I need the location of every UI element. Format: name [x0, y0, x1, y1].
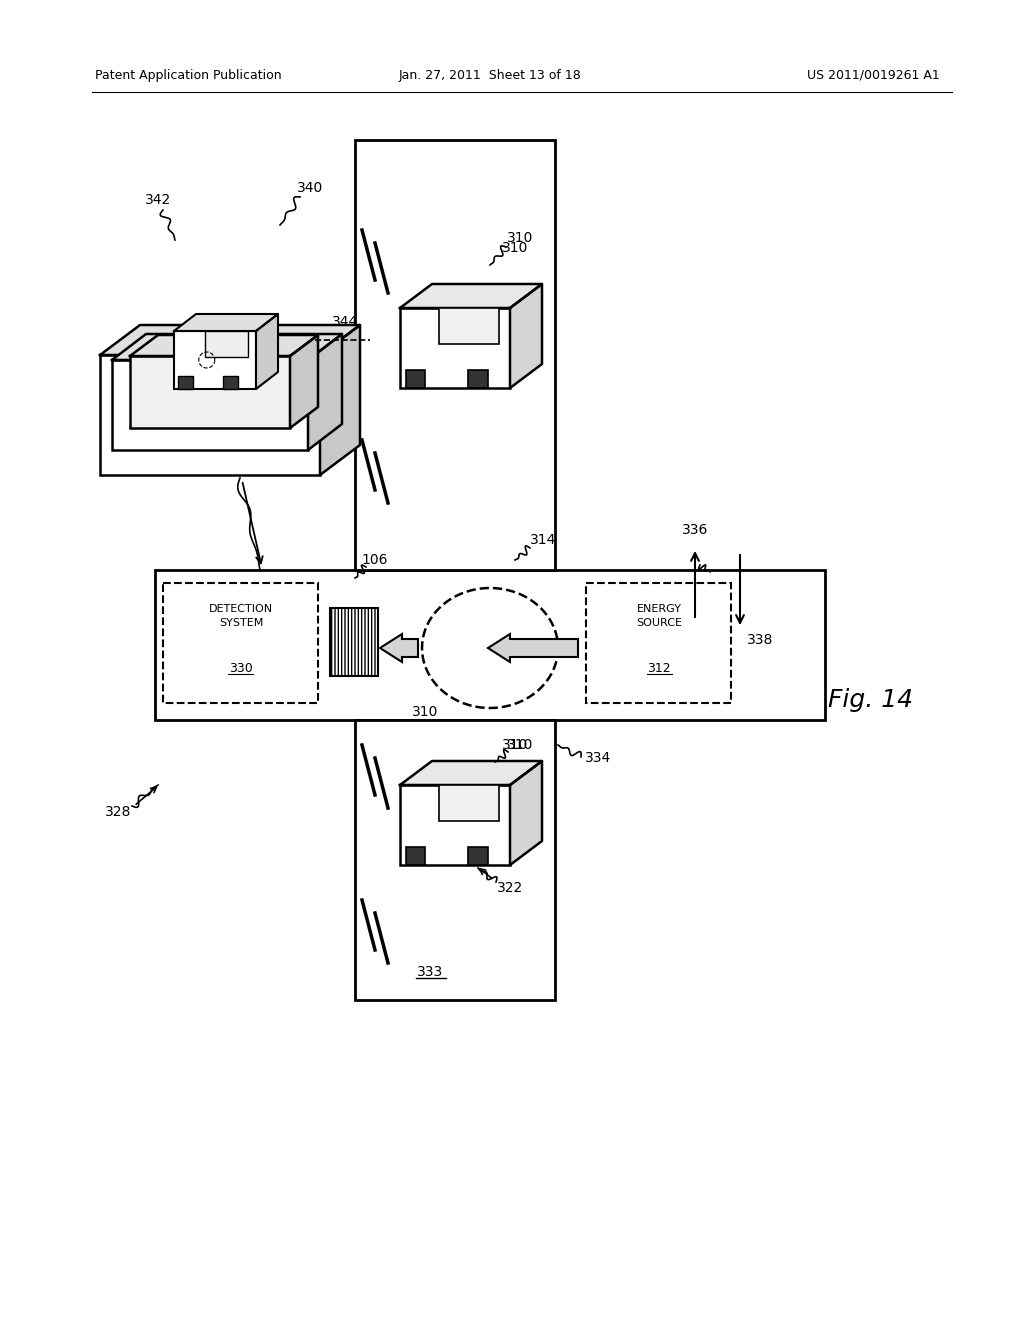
Text: 334: 334 — [585, 751, 611, 766]
Text: 310: 310 — [502, 738, 528, 752]
Bar — [438, 308, 499, 345]
Polygon shape — [400, 762, 542, 785]
Bar — [586, 583, 731, 704]
FancyArrow shape — [380, 634, 418, 663]
Text: 106: 106 — [361, 553, 388, 568]
Text: 340: 340 — [297, 181, 324, 195]
Bar — [112, 360, 308, 450]
Bar — [330, 609, 378, 676]
Text: 310: 310 — [507, 738, 534, 752]
Text: US 2011/0019261 A1: US 2011/0019261 A1 — [807, 69, 940, 82]
Bar — [205, 331, 248, 356]
Text: 344: 344 — [332, 315, 358, 329]
Bar — [223, 376, 238, 389]
Text: ENERGY
SOURCE: ENERGY SOURCE — [636, 605, 682, 627]
Text: 333: 333 — [417, 965, 443, 979]
Polygon shape — [400, 284, 542, 308]
Text: 310: 310 — [412, 705, 438, 719]
Bar — [400, 785, 510, 865]
Bar — [174, 331, 256, 389]
Bar — [406, 847, 425, 865]
Text: Fig. 14: Fig. 14 — [827, 688, 912, 711]
Text: 312: 312 — [647, 661, 671, 675]
Polygon shape — [100, 325, 360, 355]
Text: 338: 338 — [746, 634, 773, 647]
Bar — [155, 570, 825, 719]
Polygon shape — [130, 335, 318, 356]
Text: 310: 310 — [502, 242, 528, 255]
Text: 342: 342 — [144, 193, 171, 207]
Polygon shape — [510, 762, 542, 865]
FancyArrow shape — [488, 634, 578, 663]
Polygon shape — [174, 314, 278, 331]
Bar — [438, 785, 499, 821]
Bar — [406, 371, 425, 388]
Polygon shape — [510, 284, 542, 388]
Bar — [130, 356, 290, 428]
Polygon shape — [319, 325, 360, 475]
Text: 310: 310 — [507, 231, 534, 246]
Text: 314: 314 — [529, 533, 556, 546]
Bar — [178, 376, 193, 389]
Bar — [355, 719, 555, 1001]
Text: 328: 328 — [104, 805, 131, 818]
Bar — [468, 371, 488, 388]
Bar — [163, 583, 318, 704]
Text: 322: 322 — [497, 880, 523, 895]
Polygon shape — [112, 334, 342, 360]
Bar — [468, 847, 488, 865]
Polygon shape — [308, 334, 342, 450]
Text: 336: 336 — [682, 523, 709, 537]
Text: DETECTION
SYSTEM: DETECTION SYSTEM — [209, 605, 273, 627]
Text: Patent Application Publication: Patent Application Publication — [95, 69, 282, 82]
Text: Jan. 27, 2011  Sheet 13 of 18: Jan. 27, 2011 Sheet 13 of 18 — [398, 69, 582, 82]
Bar — [355, 140, 555, 570]
Bar — [100, 355, 319, 475]
Text: 330: 330 — [229, 661, 253, 675]
Polygon shape — [290, 335, 318, 428]
Polygon shape — [256, 314, 278, 389]
Bar — [400, 308, 510, 388]
